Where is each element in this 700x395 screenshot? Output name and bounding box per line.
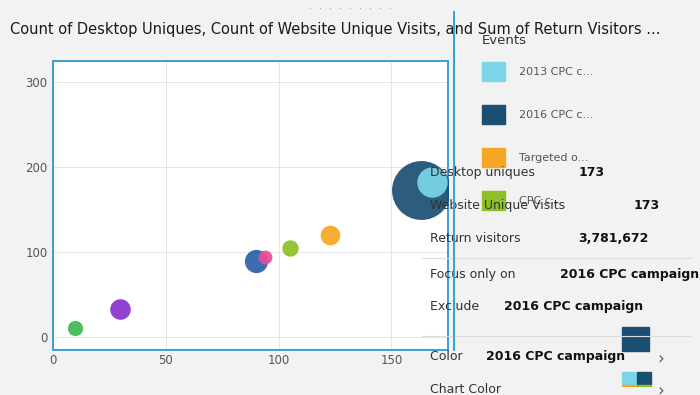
Bar xyxy=(482,62,505,81)
Bar xyxy=(637,372,650,384)
Point xyxy=(69,325,80,331)
Point xyxy=(415,187,426,193)
Point xyxy=(259,254,270,260)
Text: Exclude: Exclude xyxy=(430,300,484,313)
Text: ›: › xyxy=(657,350,664,368)
Point xyxy=(426,179,438,185)
Text: 2016 CPC c...: 2016 CPC c... xyxy=(519,110,594,120)
Text: Color: Color xyxy=(430,350,467,363)
Text: 173: 173 xyxy=(634,199,660,212)
Text: 3,781,672: 3,781,672 xyxy=(578,231,649,245)
Bar xyxy=(637,385,650,395)
Point xyxy=(325,232,336,238)
Text: Website Unique Visits: Website Unique Visits xyxy=(430,199,570,212)
Bar xyxy=(622,327,649,351)
Text: Targeted o...: Targeted o... xyxy=(519,153,589,163)
Text: · · · · · · · · ·: · · · · · · · · · xyxy=(307,5,393,14)
Text: Chart Color: Chart Color xyxy=(430,383,501,395)
Bar xyxy=(622,372,636,384)
Text: CPC c...: CPC c... xyxy=(519,196,562,206)
Text: Count of Desktop Uniques, Count of Website Unique Visits, and Sum of Return Visi: Count of Desktop Uniques, Count of Websi… xyxy=(10,22,661,37)
Text: Desktop uniques: Desktop uniques xyxy=(430,166,540,179)
Text: 2016 CPC campaign: 2016 CPC campaign xyxy=(486,350,625,363)
Text: ›: › xyxy=(657,383,664,395)
Text: Focus only on: Focus only on xyxy=(430,267,520,280)
Text: 2016 CPC campaign: 2016 CPC campaign xyxy=(505,300,643,313)
Text: 2016 CPC campaign: 2016 CPC campaign xyxy=(560,267,699,280)
Text: 2013 CPC c...: 2013 CPC c... xyxy=(519,67,594,77)
Point xyxy=(284,245,295,251)
Bar xyxy=(482,105,505,124)
Text: 173: 173 xyxy=(578,166,605,179)
Point xyxy=(115,306,126,312)
Text: Events: Events xyxy=(482,34,527,47)
Point xyxy=(251,258,262,264)
Bar xyxy=(482,148,505,167)
Bar xyxy=(482,191,505,210)
Bar xyxy=(622,385,636,395)
Text: Return visitors: Return visitors xyxy=(430,231,525,245)
